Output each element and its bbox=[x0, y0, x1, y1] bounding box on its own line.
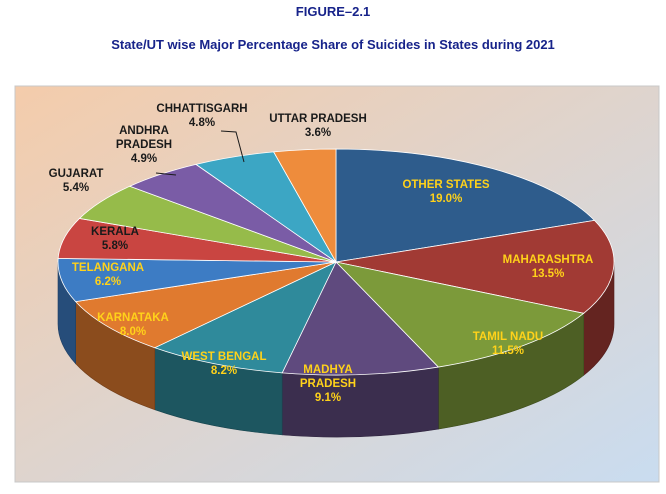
data-label-name: TELANGANA bbox=[72, 262, 144, 274]
data-label-value: 4.8% bbox=[189, 117, 215, 129]
slice-labels: OTHER STATES 19.0% MAHARASHTRA 13.5% TAMIL N… bbox=[49, 103, 594, 404]
chart-title: State/UT wise Major Percentage Share of … bbox=[111, 37, 555, 52]
data-label-value: 5.8% bbox=[102, 240, 128, 252]
data-label-value: 13.5% bbox=[532, 268, 565, 280]
pie-tops bbox=[57, 148, 615, 376]
data-label-name: UTTAR PRADESH bbox=[269, 113, 367, 125]
data-label-name: MAHARASHTRA bbox=[503, 254, 594, 266]
data-label-value: 3.6% bbox=[305, 127, 331, 139]
leader-line bbox=[220, 130, 245, 163]
data-label-name: KERALA bbox=[91, 226, 139, 238]
data-label-name: KARNATAKA bbox=[97, 312, 169, 324]
data-label-name: OTHER STATES bbox=[402, 179, 489, 191]
slice-karnataka bbox=[74, 261, 337, 349]
slice-west-bengal bbox=[153, 261, 337, 374]
data-label-value: 19.0% bbox=[430, 193, 463, 205]
leader-line bbox=[155, 172, 177, 176]
data-label-name: CHHATTISGARH bbox=[156, 103, 247, 115]
data-label-name: WEST BENGAL bbox=[182, 351, 267, 363]
figure-label: FIGURE–2.1 bbox=[295, 4, 371, 19]
slice-maharashtra bbox=[335, 219, 615, 314]
data-label-value: 6.2% bbox=[95, 276, 121, 288]
slice-tamil-nadu bbox=[334, 261, 585, 368]
data-label-name: MADHYA bbox=[303, 364, 352, 376]
slice-madhya-pradesh bbox=[281, 261, 440, 376]
data-label-value: 5.4% bbox=[63, 182, 89, 194]
data-label-name: GUJARAT bbox=[49, 168, 104, 180]
data-label-value: 11.5% bbox=[492, 345, 524, 357]
data-label-value: 9.1% bbox=[315, 392, 341, 404]
data-label-value: 8.0% bbox=[120, 326, 146, 338]
data-label-name: PRADESH bbox=[300, 378, 356, 390]
slice-other-states bbox=[335, 148, 596, 263]
data-label-name: ANDHRA bbox=[119, 125, 169, 137]
slice-uttar-pradesh bbox=[273, 148, 337, 264]
data-label-value: 8.2% bbox=[211, 365, 237, 377]
data-label-name: PRADESH bbox=[116, 139, 172, 151]
data-label-value: 4.9% bbox=[131, 153, 157, 165]
data-label-name: TAMIL NADU bbox=[473, 331, 543, 343]
